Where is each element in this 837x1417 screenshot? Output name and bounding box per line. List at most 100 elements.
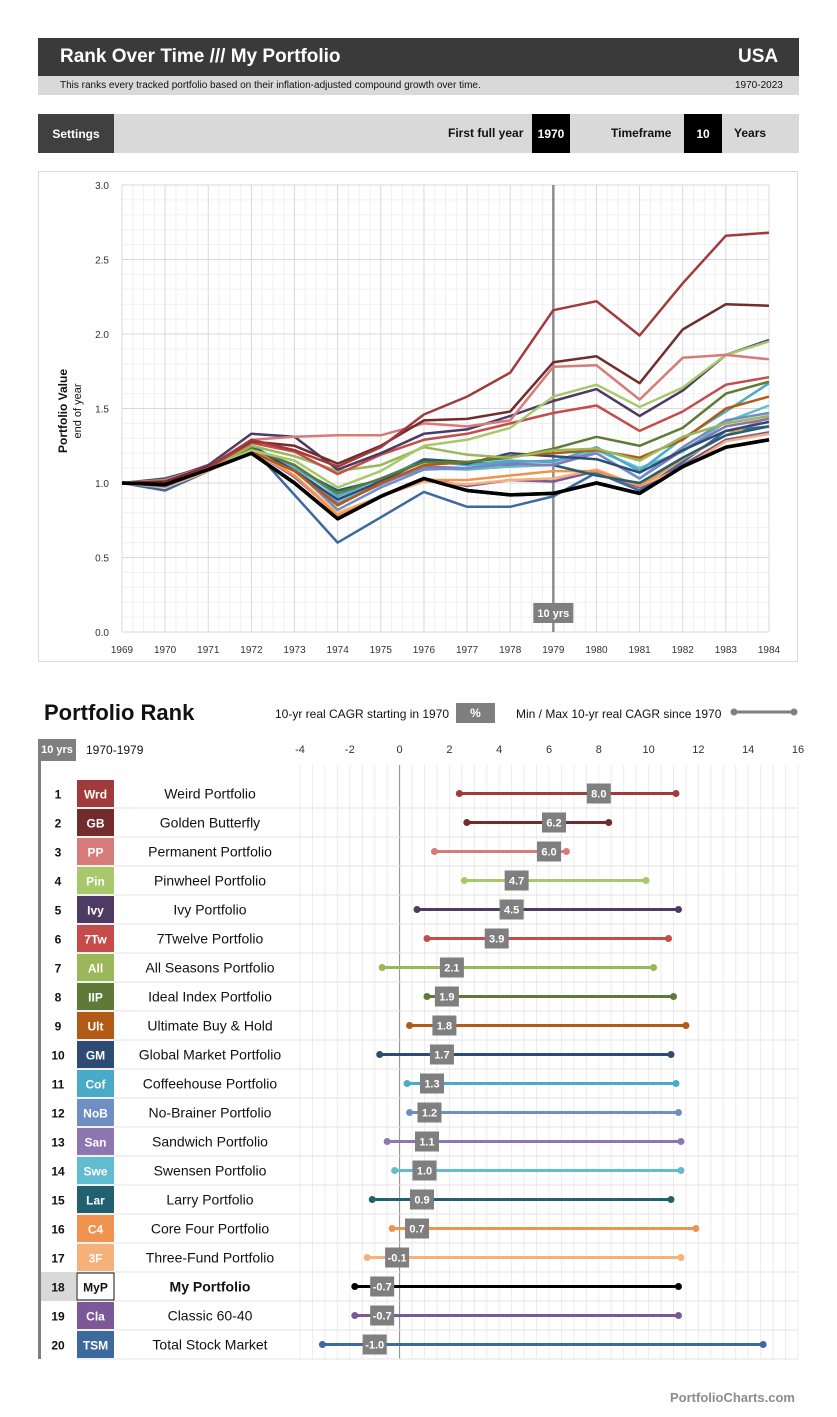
x-tick-label: 1976 bbox=[413, 645, 436, 656]
min-dot bbox=[388, 1225, 396, 1232]
abbr-label: Ivy bbox=[87, 904, 104, 918]
y-tick-label: 1.0 bbox=[95, 479, 109, 490]
portfolio-value-chart: 1969 1970 1971 1972 1973 1974 1975 1976 1977 1978… bbox=[56, 181, 781, 656]
x-tick-label: 1973 bbox=[283, 645, 306, 656]
period-badge: 10 yrs bbox=[38, 739, 76, 761]
x-tick-label: 1970 bbox=[154, 645, 177, 656]
x-tick-label: 1977 bbox=[456, 645, 479, 656]
settings-button[interactable]: Settings bbox=[38, 114, 114, 153]
rank-number: 2 bbox=[55, 817, 62, 831]
cagr-value-badge bbox=[541, 812, 566, 833]
rank-number: 16 bbox=[51, 1223, 65, 1237]
minmax-legend-icon bbox=[730, 708, 798, 716]
cagr-value-badge bbox=[586, 783, 611, 804]
abbr-box bbox=[77, 1331, 114, 1358]
highlight-rank-cell bbox=[41, 1272, 76, 1301]
cagr-value-label: 1.1 bbox=[419, 1137, 434, 1149]
min-dot bbox=[351, 1312, 359, 1319]
subtitle-bar bbox=[38, 76, 799, 95]
x-tick-label: 12 bbox=[692, 744, 704, 756]
min-dot bbox=[376, 1051, 384, 1058]
cagr-value-label: -0.1 bbox=[388, 1253, 407, 1265]
abbr-box bbox=[77, 1070, 114, 1097]
portfolio-name: Larry Portfolio bbox=[166, 1192, 253, 1208]
x-tick-label: -4 bbox=[295, 744, 305, 756]
cagr-value-label: 1.7 bbox=[434, 1050, 449, 1062]
y-tick-label: 2.5 bbox=[95, 256, 109, 267]
min-dot bbox=[403, 1080, 411, 1087]
portfolio-name: Core Four Portfolio bbox=[151, 1221, 269, 1237]
portfolio-name: Weird Portfolio bbox=[164, 786, 256, 802]
portfolio-name: Total Stock Market bbox=[152, 1337, 267, 1353]
abbr-label: Pin bbox=[86, 875, 105, 889]
max-dot bbox=[682, 1022, 690, 1029]
cagr-value-badge bbox=[362, 1334, 387, 1355]
x-tick-label: 1972 bbox=[240, 645, 263, 656]
timeframe-input[interactable]: 10 bbox=[684, 114, 722, 153]
max-dot bbox=[672, 1080, 680, 1087]
portfolio-rank-chart: -4 -2 0 2 4 6 8 10 12 14 16 1 Wrd Weird Portfolio 8.0 2… bbox=[41, 744, 804, 1360]
rank-number: 12 bbox=[51, 1107, 65, 1121]
portfolio-name: All Seasons Portfolio bbox=[145, 960, 274, 976]
abbr-box bbox=[77, 1186, 114, 1213]
cagr-value-label: 1.9 bbox=[439, 992, 454, 1004]
abbr-label: Cof bbox=[86, 1078, 107, 1092]
min-dot bbox=[383, 1138, 391, 1145]
timeframe-marker-badge bbox=[533, 603, 574, 623]
cagr-value-badge bbox=[499, 899, 524, 920]
first-year-input[interactable]: 1970 bbox=[532, 114, 570, 153]
x-tick-label: 1979 bbox=[542, 645, 565, 656]
cagr-value-badge bbox=[410, 1189, 435, 1210]
cagr-value-badge bbox=[412, 1160, 437, 1181]
abbr-label: All bbox=[88, 962, 103, 976]
cagr-value-label: 3.9 bbox=[489, 934, 504, 946]
cagr-label: 10-yr real CAGR starting in 1970 bbox=[275, 707, 450, 721]
portfolio-name: 7Twelve Portfolio bbox=[157, 931, 264, 947]
abbr-label: Lar bbox=[86, 1194, 105, 1208]
abbr-label: Ult bbox=[88, 1020, 104, 1034]
min-dot bbox=[318, 1341, 326, 1348]
max-dot bbox=[677, 1138, 685, 1145]
max-dot bbox=[692, 1225, 700, 1232]
portfolio-name: My Portfolio bbox=[170, 1279, 251, 1295]
footer-brand: PortfolioCharts.com bbox=[670, 1390, 795, 1405]
abbr-box bbox=[77, 1215, 114, 1242]
cagr-value-badge bbox=[434, 986, 459, 1007]
abbr-label: Cla bbox=[86, 1310, 105, 1324]
max-dot bbox=[677, 1167, 685, 1174]
cagr-value-label: 1.3 bbox=[424, 1079, 439, 1091]
settings-bar bbox=[38, 114, 799, 153]
cagr-value-badge bbox=[417, 1102, 442, 1123]
portfolio-name: Global Market Portfolio bbox=[139, 1047, 282, 1063]
series-line-7tw bbox=[122, 375, 770, 485]
series-line-myp-highlight bbox=[121, 438, 770, 521]
rank-number: 13 bbox=[51, 1136, 65, 1150]
x-tick-label: 1969 bbox=[111, 645, 134, 656]
abbr-label: Wrd bbox=[84, 788, 107, 802]
abbr-box bbox=[77, 1157, 114, 1184]
portfolio-name: Sandwich Portfolio bbox=[152, 1134, 268, 1150]
abbr-box bbox=[77, 1128, 114, 1155]
cagr-value-label: -0.7 bbox=[373, 1311, 392, 1323]
abbr-box bbox=[77, 983, 114, 1010]
rank-number: 18 bbox=[51, 1281, 65, 1295]
cagr-value-badge bbox=[419, 1073, 444, 1094]
min-dot bbox=[423, 935, 431, 942]
min-dot bbox=[460, 877, 468, 884]
abbr-box bbox=[77, 809, 114, 836]
abbr-label: 3F bbox=[88, 1252, 102, 1266]
x-tick-label: 1974 bbox=[327, 645, 350, 656]
x-tick-label: 1978 bbox=[499, 645, 522, 656]
x-tick-label: 10 bbox=[642, 744, 654, 756]
cagr-value-label: 0.9 bbox=[414, 1195, 429, 1207]
x-tick-label: 1982 bbox=[672, 645, 695, 656]
min-dot bbox=[455, 790, 463, 797]
max-dot bbox=[677, 1254, 685, 1261]
max-dot bbox=[562, 848, 570, 855]
min-dot bbox=[363, 1254, 371, 1261]
max-dot bbox=[665, 935, 673, 942]
min-dot bbox=[391, 1167, 399, 1174]
country-label: USA bbox=[738, 46, 779, 67]
abbr-label: PP bbox=[87, 846, 103, 860]
rank-table-left-bar bbox=[38, 761, 41, 1359]
